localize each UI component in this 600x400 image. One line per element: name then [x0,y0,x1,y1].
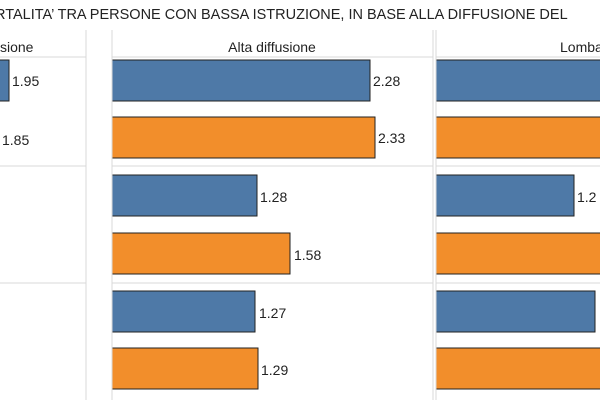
panel-header-center: Alta diffusione [228,39,316,55]
bar-center-g2-s1 [111,174,258,217]
bar-center-g2-s2 [111,232,291,275]
panel-dividers [85,30,437,400]
bar-center-g3-s2 [111,347,259,390]
value-label-center-g2-s1: 1.28 [260,189,287,205]
bar-right-g2-s1 [435,174,575,217]
value-label-center-g1-s2: 2.33 [378,130,405,146]
value-label-center-g3-s2: 1.29 [261,362,288,378]
bar-right-g3-s2 [435,347,600,390]
bar-center-g1-s1 [111,59,371,102]
panel-header-left: sione [0,39,34,55]
panel-header-right: Lomba [560,39,600,55]
chart-title: RTALITA’ TRA PERSONE CON BASSA ISTRUZION… [0,7,568,23]
panel-center: Alta diffusione 2.28 2.33 1.28 1.58 1.27… [111,39,433,390]
value-label-center-g1-s1: 2.28 [373,73,400,89]
value-label-left-g1-s1: 1.95 [12,73,39,89]
bar-right-g2-s2 [435,232,600,275]
bar-right-g1-s1 [435,59,600,102]
value-label-center-g3-s1: 1.27 [259,305,286,321]
row-separators [0,165,600,284]
bar-left-g1-s1 [0,59,10,102]
panel-right: Lomba 1.2 [435,39,600,390]
bar-right-g1-s2 [435,116,600,159]
bar-center-g3-s1 [111,290,256,333]
bar-right-g3-s1 [435,290,596,333]
value-label-left-g1-s2: 1.85 [2,132,29,148]
panel-left: sione 1.95 1.85 [0,39,86,148]
value-label-right-g2-s1: 1.2 [577,189,597,205]
bar-center-g1-s2 [111,116,376,159]
value-label-center-g2-s2: 1.58 [294,247,321,263]
